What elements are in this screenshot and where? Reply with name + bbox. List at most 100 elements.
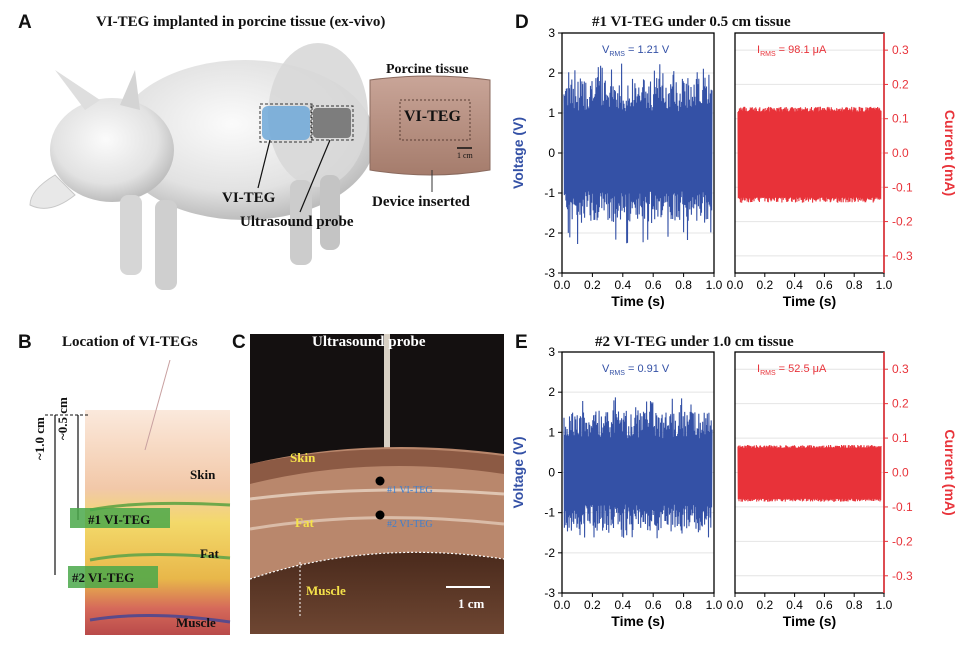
chart-d: -3 -2 -1 0 1 2 3 0.3 0.2 0.1 0.0 -0.1 -0.2 -0.3 0.0 0.2…: [510, 26, 958, 309]
left-xtick-label: 0.6: [645, 278, 662, 292]
left-ytick-label: 1: [548, 106, 555, 120]
left-xtick-label: 0.6: [645, 598, 662, 612]
pig-snout: [29, 174, 76, 209]
muscle-label: Muscle: [176, 615, 216, 630]
pig-leg-4: [320, 175, 340, 250]
left-xtick-label: 1.0: [706, 598, 723, 612]
rms-value: = 0.91 V: [625, 363, 670, 375]
right-xtick-label: 0.8: [846, 278, 863, 292]
probe-leader: [299, 139, 331, 213]
fat-label: Fat: [200, 546, 219, 561]
current-rms-annotation: IRMS = 98.1 μA: [757, 44, 827, 58]
us-device-2-label: #2 VI-TEG: [387, 519, 433, 530]
right-xlabel: Time (s): [783, 293, 836, 309]
pig-leg-1: [120, 195, 142, 275]
current-rms-annotation: IRMS = 52.5 μA: [757, 363, 827, 377]
pig-illustration: [29, 43, 491, 290]
muscle-region: [250, 552, 504, 634]
rms-value: = 52.5 μA: [776, 363, 827, 375]
left-ytick-label: 3: [548, 345, 555, 359]
us-fat-label: Fat: [295, 515, 314, 530]
us-muscle-label: Muscle: [306, 583, 346, 598]
device-2-dot: [375, 510, 385, 520]
right-xtick-label: 1.0: [876, 598, 893, 612]
right-ylabel: Current (mA): [942, 429, 958, 515]
left-ytick-label: -2: [544, 546, 555, 560]
right-xtick-label: 1.0: [876, 278, 893, 292]
tissue-scale-label: 1 cm: [457, 151, 473, 160]
right-xtick-label: 0.4: [786, 598, 803, 612]
panel-e-letter: E: [515, 332, 528, 353]
panel-d-letter: D: [515, 12, 529, 33]
right-xtick-label: 0.2: [756, 278, 773, 292]
left-xtick-label: 0.2: [584, 278, 601, 292]
vi-teg-box: [259, 103, 313, 143]
current-fill: [738, 111, 881, 198]
rms-symbol: V: [602, 44, 610, 56]
skin-diagram: [45, 360, 231, 635]
current-fill: [738, 447, 881, 499]
rms-value: = 98.1 μA: [776, 44, 827, 56]
left-ytick-label: -3: [544, 266, 555, 280]
left-xtick-label: 0.4: [614, 278, 631, 292]
voltage-series: [563, 63, 713, 245]
device-1-highlight: [70, 508, 170, 528]
left-xtick-label: 1.0: [706, 278, 723, 292]
right-xtick-label: 0.6: [816, 598, 833, 612]
right-ylabel: Current (mA): [942, 110, 958, 196]
us-probe-label: Ultrasound probe: [312, 334, 426, 350]
left-xtick-label: 0.0: [554, 598, 571, 612]
left-xtick-label: 0.8: [675, 598, 692, 612]
muscle-boundary-line: [250, 551, 504, 580]
right-ytick-label: 0.1: [892, 112, 909, 126]
tissue-device-box: [399, 99, 471, 141]
left-ytick-label: 2: [548, 66, 555, 80]
right-ytick-label: 0.3: [892, 362, 909, 376]
chart-e: -3 -2 -1 0 1 2 3 0.3 0.2 0.1 0.0 -0.1 -0.2 -0.3 0.0 0.2…: [510, 345, 958, 629]
right-xlabel: Time (s): [783, 613, 836, 629]
left-xtick-label: 0.2: [584, 598, 601, 612]
vi-teg-device: [262, 106, 310, 140]
right-xtick-label: 0.0: [727, 598, 744, 612]
fat-boundary-2: [89, 552, 231, 562]
pig-head: [50, 98, 174, 202]
right-xtick-label: 0.0: [727, 278, 744, 292]
right-ytick-label: 0.2: [892, 397, 909, 411]
panel-d-title: #1 VI-TEG under 0.5 cm tissue: [592, 14, 791, 30]
ultrasound-image: [250, 334, 504, 634]
probe-box: [310, 105, 354, 141]
current-series: [737, 444, 882, 502]
us-device-1-label: #1 VI-TEG: [387, 485, 433, 496]
left-xlabel: Time (s): [611, 613, 664, 629]
left-xtick-label: 0.8: [675, 278, 692, 292]
left-ytick-label: -2: [544, 226, 555, 240]
pig-ear-right: [120, 70, 140, 110]
right-xtick-label: 0.4: [786, 278, 803, 292]
device-inserted-label: Device inserted: [372, 194, 470, 210]
right-ytick-label: -0.1: [892, 500, 913, 514]
right-ytick-label: 0.0: [892, 466, 909, 480]
panel-c-letter: C: [232, 332, 246, 353]
probe-label: Ultrasound probe: [240, 214, 354, 230]
rms-symbol: I: [757, 363, 760, 375]
rms-symbol: I: [757, 44, 760, 56]
rms-subscript: RMS: [760, 370, 776, 377]
rms-value: = 1.21 V: [625, 44, 670, 56]
left-ytick-label: 0: [548, 146, 555, 160]
us-skin-label: Skin: [290, 450, 316, 465]
tissue-title: Porcine tissue: [386, 62, 469, 77]
probe-shaft: [384, 334, 390, 452]
right-ytick-label: -0.2: [892, 534, 913, 548]
rms-subscript: RMS: [609, 51, 625, 58]
panel-a-letter: A: [18, 12, 32, 33]
depth-inner-label: ~0.5 cm: [55, 397, 70, 440]
voltage-rms-annotation: VRMS = 0.91 V: [602, 363, 670, 377]
left-ytick-label: 3: [548, 26, 555, 40]
fat-boundary-1: [89, 501, 231, 512]
left-ytick-label: 1: [548, 425, 555, 439]
skin-region: [250, 449, 504, 484]
vi-teg-leader: [257, 139, 271, 189]
right-xtick-label: 0.6: [816, 278, 833, 292]
skin-label: Skin: [190, 467, 216, 482]
right-ytick-label: 0.0: [892, 146, 909, 160]
